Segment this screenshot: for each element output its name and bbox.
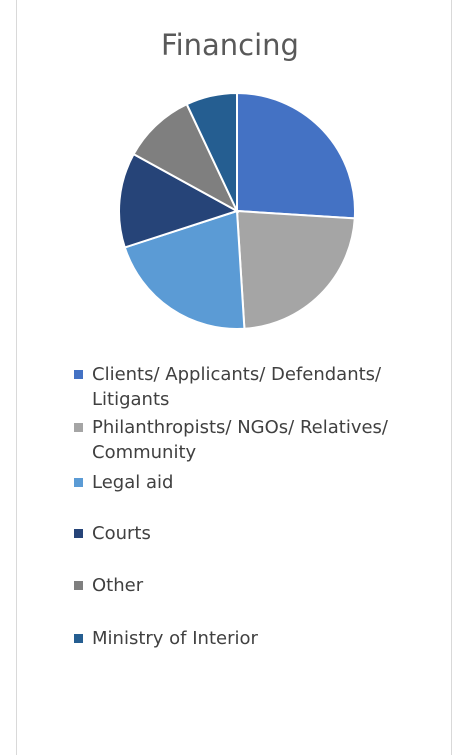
chart-border <box>16 0 452 755</box>
pie-slice <box>132 102 240 214</box>
chart-title: Financing <box>161 28 299 62</box>
legend-label: Ministry of Interior <box>92 628 258 649</box>
pie-slice <box>236 91 356 220</box>
legend-swatch <box>74 423 83 432</box>
pie-slice <box>185 91 238 212</box>
pie-slice <box>118 152 240 249</box>
pie-area <box>118 91 356 330</box>
legend-label: Clients/ Applicants/ Defendants/ Litigan… <box>92 364 382 410</box>
pie-slice <box>235 209 356 330</box>
legend-label: Philanthropists/ NGOs/ Relatives/ Commun… <box>92 417 388 463</box>
legend-label: Legal aid <box>92 472 174 493</box>
legend-swatch <box>74 581 83 590</box>
legend-label: Other <box>92 575 144 596</box>
legend-swatch <box>74 370 83 379</box>
pie-slice <box>123 209 246 330</box>
legend-label: Courts <box>92 523 151 544</box>
legend-swatch <box>74 634 83 643</box>
legend-swatch <box>74 529 83 538</box>
legend-swatch <box>74 478 83 487</box>
